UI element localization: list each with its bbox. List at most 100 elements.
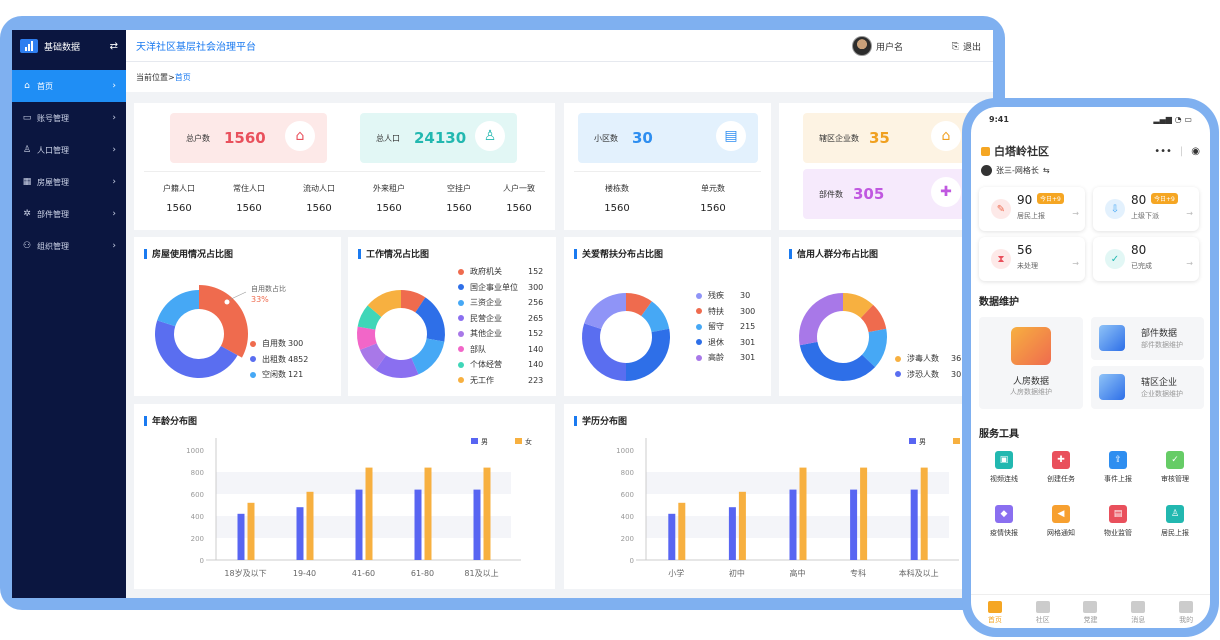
legend-item[interactable]: 其他企业 152 (458, 326, 554, 342)
donut-slice[interactable] (357, 326, 377, 350)
target-icon[interactable]: ◉ (1191, 145, 1200, 157)
sidebar-item-account[interactable]: ▭ 账号管理 › (12, 102, 126, 134)
resident-report-card[interactable]: ✎ 90 今日+9 居民上报 → (979, 187, 1085, 231)
donut-slice[interactable] (626, 293, 652, 316)
enterprise-data-card[interactable]: 辖区企业 企业数据维护 (1091, 366, 1204, 409)
breadcrumb-current[interactable]: 首页 (174, 72, 191, 82)
sub-stat: 流动人口 1560 (284, 183, 354, 214)
bar-female[interactable] (247, 502, 255, 560)
donut-slice[interactable] (415, 297, 445, 342)
legend-item[interactable]: 国企事业单位 300 (458, 280, 554, 296)
legend-item[interactable]: 民营企业 265 (458, 311, 554, 327)
bar-male[interactable] (355, 489, 363, 560)
donut-slice[interactable] (843, 293, 874, 319)
superior-assign-card[interactable]: ⇩ 80 今日+9 上级下派 → (1093, 187, 1199, 231)
donut-slice[interactable] (641, 301, 670, 333)
unprocessed-card[interactable]: ⧗ 56 未处理 → (979, 237, 1085, 281)
sidebar-item-population[interactable]: ♙ 人口管理 › (12, 134, 126, 166)
more-icon[interactable]: ••• (1154, 145, 1172, 157)
legend-item[interactable]: 涉毒人数 36 (895, 351, 993, 367)
tab-community[interactable]: 社区 (1023, 600, 1063, 625)
legend-item[interactable]: 出租数 4852 (250, 352, 340, 368)
tool-item[interactable]: ▣ 视频连线 (979, 451, 1029, 484)
donut-slice[interactable] (411, 338, 445, 375)
bar-male[interactable] (473, 489, 481, 560)
donut-slice[interactable] (799, 341, 876, 381)
sidebar-item-house[interactable]: ▦ 房屋管理 › (12, 166, 126, 198)
bar-female[interactable] (678, 502, 686, 560)
donut-slice[interactable] (401, 290, 426, 313)
bar-female[interactable] (860, 467, 868, 560)
bar-female[interactable] (483, 467, 491, 560)
tab-home[interactable]: 首页 (975, 600, 1015, 625)
miniapp-capsule[interactable]: ••• | ◉ (1154, 145, 1200, 157)
component-data-card[interactable]: 部件数据 部件数据维护 (1091, 317, 1204, 360)
bar-male[interactable] (850, 489, 858, 560)
bar-female[interactable] (799, 467, 807, 560)
tool-item[interactable]: ◀ 网格通知 (1036, 505, 1086, 538)
donut-slice[interactable] (375, 355, 419, 378)
donut-slice[interactable] (359, 343, 387, 370)
legend-item[interactable]: 政府机关 152 (458, 264, 554, 280)
user-menu[interactable]: 用户名 (851, 36, 903, 56)
legend-item[interactable]: 无工作 223 (458, 373, 554, 389)
donut-slice[interactable] (860, 304, 887, 333)
donut-slice[interactable] (582, 323, 626, 381)
bar-female[interactable] (738, 491, 746, 560)
donut-slice[interactable] (157, 290, 199, 327)
legend-item[interactable]: 部队 140 (458, 342, 554, 358)
legend-item[interactable]: 涉恐人数 30 (895, 367, 993, 383)
legend-item[interactable]: 残疾 30 (696, 288, 770, 304)
legend-item[interactable]: 三资企业 256 (458, 295, 554, 311)
tool-item[interactable]: ✓ 审核管理 (1150, 451, 1200, 484)
tab-mine[interactable]: 我的 (1166, 600, 1206, 625)
sidebar-item-component[interactable]: ✲ 部件管理 › (12, 198, 126, 230)
bar-male[interactable] (414, 489, 422, 560)
bar-female[interactable] (920, 467, 928, 560)
bar-male[interactable] (789, 489, 797, 560)
bar-male[interactable] (296, 507, 304, 560)
logout-label: 退出 (962, 43, 981, 53)
legend-item[interactable]: 空闲数 121 (250, 367, 340, 383)
tab-messages[interactable]: 消息 (1118, 600, 1158, 625)
switch-icon[interactable]: ⇄ (109, 40, 118, 52)
edit-icon: ✎ (991, 199, 1011, 219)
donut-slice[interactable] (861, 328, 887, 368)
legend-item[interactable]: 退休 301 (696, 335, 770, 351)
donut-slice[interactable] (626, 328, 670, 381)
bar-female[interactable] (306, 491, 314, 560)
tool-item[interactable]: ♙ 居民上报 (1150, 505, 1200, 538)
tool-item[interactable]: ▤ 物业监管 (1093, 505, 1143, 538)
bar-male[interactable] (668, 513, 676, 560)
bar-female[interactable] (424, 467, 432, 560)
donut-slice[interactable] (357, 305, 382, 330)
donut-slice[interactable] (199, 285, 248, 358)
legend-item[interactable]: 自用数 300 (250, 336, 340, 352)
legend-item[interactable]: 高龄 301 (696, 350, 770, 366)
sidebar-item-home[interactable]: ⌂ 首页 › (12, 70, 126, 102)
donut-slice[interactable] (155, 320, 238, 378)
role-row[interactable]: 张三-网格长 ⇆ (981, 165, 1050, 176)
completed-card[interactable]: ✓ 80 已完成 → (1093, 237, 1199, 281)
bar-male[interactable] (237, 513, 245, 560)
legend-item[interactable]: 个体经营 140 (458, 357, 554, 373)
tool-item[interactable]: ⇪ 事件上报 (1093, 451, 1143, 484)
community-name[interactable]: 白塔岭社区 (994, 145, 1049, 158)
bar-male[interactable] (728, 507, 736, 560)
donut-slice[interactable] (799, 293, 843, 346)
chart-title: 年龄分布图 (144, 414, 197, 427)
epidemic-icon: ◆ (995, 505, 1013, 523)
bar-female[interactable] (365, 467, 373, 560)
tab-party[interactable]: 党建 (1070, 600, 1110, 625)
donut-slice[interactable] (367, 290, 401, 318)
donut-slice[interactable] (584, 293, 626, 329)
sidebar-item-org[interactable]: ⚇ 组织管理 › (12, 230, 126, 262)
tool-item[interactable]: ◆ 疫情快报 (979, 505, 1029, 538)
legend-item[interactable]: 留守 215 (696, 319, 770, 335)
legend-item[interactable]: 特扶 300 (696, 304, 770, 320)
people-house-data-card[interactable]: 人房数据 人房数据维护 (979, 317, 1083, 409)
households-stat: 总户数 1560 ⌂ (170, 113, 327, 163)
tool-item[interactable]: ✚ 创建任务 (1036, 451, 1086, 484)
logout-button[interactable]: ⎘ 退出 (952, 40, 981, 54)
bar-male[interactable] (910, 489, 918, 560)
